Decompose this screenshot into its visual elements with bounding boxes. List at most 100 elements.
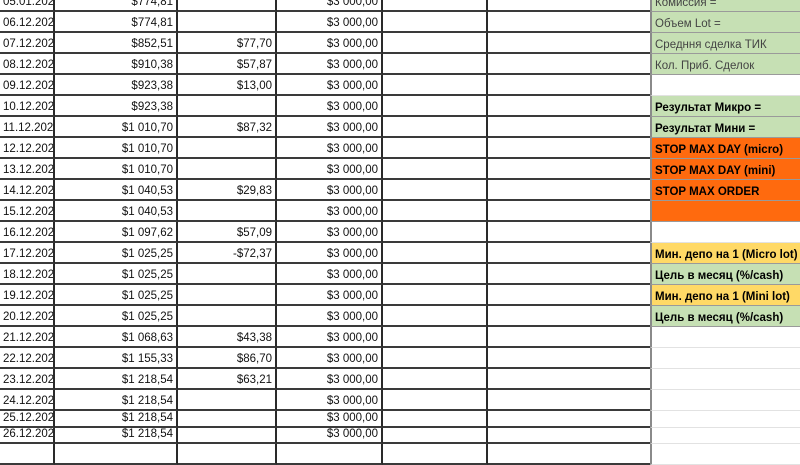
balance-cell[interactable]: $1 025,25 (55, 264, 178, 285)
side-panel-label[interactable]: Цель в месяц (%/cash) (650, 264, 800, 285)
side-panel-label[interactable]: Средння сделка ТИК (650, 33, 800, 54)
balance-cell[interactable]: $1 218,54 (55, 369, 178, 390)
deposit-cell[interactable]: $3 000,00 (277, 0, 383, 12)
empty-cell[interactable] (488, 117, 650, 138)
balance-cell[interactable]: $1 068,63 (55, 327, 178, 348)
profit-cell[interactable] (178, 201, 277, 222)
deposit-cell[interactable]: $3 000,00 (277, 180, 383, 201)
profit-cell[interactable] (178, 390, 277, 411)
empty-cell[interactable] (488, 369, 650, 390)
profit-cell[interactable]: $77,70 (178, 33, 277, 54)
empty-cell[interactable] (488, 411, 650, 428)
empty-cell[interactable] (383, 444, 488, 465)
empty-cell[interactable] (383, 201, 488, 222)
empty-cell[interactable] (383, 33, 488, 54)
empty-cell[interactable] (383, 264, 488, 285)
side-panel-cell[interactable] (650, 327, 800, 348)
empty-cell[interactable] (488, 138, 650, 159)
deposit-cell[interactable]: $3 000,00 (277, 138, 383, 159)
empty-cell[interactable] (383, 327, 488, 348)
side-panel-label[interactable]: Мин. депо на 1 (Mini lot) (650, 285, 800, 306)
empty-cell[interactable] (383, 222, 488, 243)
deposit-cell[interactable]: $3 000,00 (277, 411, 383, 428)
empty-cell[interactable] (383, 180, 488, 201)
date-cell[interactable]: 21.12.2020 (0, 327, 55, 348)
balance-cell[interactable]: $1 025,25 (55, 285, 178, 306)
side-panel-label[interactable]: STOP MAX DAY (micro) (650, 138, 800, 159)
profit-cell[interactable] (178, 306, 277, 327)
date-cell[interactable]: 10.12.2020 (0, 96, 55, 117)
side-panel-label[interactable]: Кол. Приб. Сделок (650, 54, 800, 75)
balance-cell[interactable]: $923,38 (55, 96, 178, 117)
profit-cell[interactable]: $86,70 (178, 348, 277, 369)
empty-cell[interactable] (488, 180, 650, 201)
balance-cell[interactable]: $1 097,62 (55, 222, 178, 243)
balance-cell[interactable]: $1 218,54 (55, 427, 178, 444)
empty-cell[interactable] (383, 411, 488, 428)
balance-cell[interactable]: $1 010,70 (55, 138, 178, 159)
empty-cell[interactable] (488, 264, 650, 285)
deposit-cell[interactable]: $3 000,00 (277, 348, 383, 369)
date-cell[interactable]: 12.12.2020 (0, 138, 55, 159)
profit-cell[interactable]: $87,32 (178, 117, 277, 138)
profit-cell[interactable]: $13,00 (178, 75, 277, 96)
empty-cell[interactable] (488, 285, 650, 306)
date-cell[interactable]: 25.12.2020 (0, 411, 55, 428)
empty-cell[interactable] (383, 306, 488, 327)
date-cell[interactable]: 05.01.2020 (0, 0, 55, 12)
balance-cell[interactable]: $1 218,54 (55, 390, 178, 411)
side-panel-cell[interactable] (650, 348, 800, 369)
deposit-cell[interactable]: $3 000,00 (277, 390, 383, 411)
empty-cell[interactable] (383, 12, 488, 33)
empty-cell[interactable] (383, 0, 488, 12)
balance-cell[interactable] (55, 444, 178, 465)
profit-cell[interactable]: $63,21 (178, 369, 277, 390)
empty-cell[interactable] (383, 243, 488, 264)
profit-cell[interactable] (178, 285, 277, 306)
side-panel-label[interactable]: STOP MAX ORDER (650, 180, 800, 201)
empty-cell[interactable] (488, 327, 650, 348)
profit-cell[interactable] (178, 138, 277, 159)
side-panel-label[interactable]: Цель в месяц (%/cash) (650, 306, 800, 327)
empty-cell[interactable] (488, 54, 650, 75)
deposit-cell[interactable]: $3 000,00 (277, 117, 383, 138)
balance-cell[interactable]: $910,38 (55, 54, 178, 75)
deposit-cell[interactable]: $3 000,00 (277, 33, 383, 54)
empty-cell[interactable] (488, 306, 650, 327)
deposit-cell[interactable]: $3 000,00 (277, 159, 383, 180)
balance-cell[interactable]: $1 025,25 (55, 243, 178, 264)
profit-cell[interactable] (178, 264, 277, 285)
date-cell[interactable]: 08.12.2020 (0, 54, 55, 75)
date-cell[interactable]: 17.12.2020 (0, 243, 55, 264)
date-cell[interactable]: 07.12.2020 (0, 33, 55, 54)
date-cell[interactable]: 16.12.2020 (0, 222, 55, 243)
side-panel-cell[interactable] (650, 444, 800, 465)
profit-cell[interactable]: $43,38 (178, 327, 277, 348)
empty-cell[interactable] (383, 427, 488, 444)
date-cell[interactable]: 14.12.2020 (0, 180, 55, 201)
profit-cell[interactable]: $29,83 (178, 180, 277, 201)
empty-cell[interactable] (488, 243, 650, 264)
balance-cell[interactable]: $774,81 (55, 0, 178, 12)
deposit-cell[interactable]: $3 000,00 (277, 201, 383, 222)
empty-cell[interactable] (488, 159, 650, 180)
profit-cell[interactable] (178, 427, 277, 444)
deposit-cell[interactable]: $3 000,00 (277, 306, 383, 327)
deposit-cell[interactable]: $3 000,00 (277, 222, 383, 243)
profit-cell[interactable] (178, 0, 277, 12)
empty-cell[interactable] (488, 33, 650, 54)
date-cell[interactable]: 09.12.2020 (0, 75, 55, 96)
profit-cell[interactable] (178, 12, 277, 33)
deposit-cell[interactable]: $3 000,00 (277, 96, 383, 117)
empty-cell[interactable] (488, 0, 650, 12)
side-panel-cell[interactable] (650, 427, 800, 444)
profit-cell[interactable]: $57,87 (178, 54, 277, 75)
deposit-cell[interactable]: $3 000,00 (277, 327, 383, 348)
side-panel-cell[interactable] (650, 201, 800, 222)
balance-cell[interactable]: $1 218,54 (55, 411, 178, 428)
side-panel-cell[interactable] (650, 222, 800, 243)
date-cell[interactable]: 20.12.2020 (0, 306, 55, 327)
empty-cell[interactable] (383, 96, 488, 117)
balance-cell[interactable]: $1 025,25 (55, 306, 178, 327)
deposit-cell[interactable]: $3 000,00 (277, 285, 383, 306)
